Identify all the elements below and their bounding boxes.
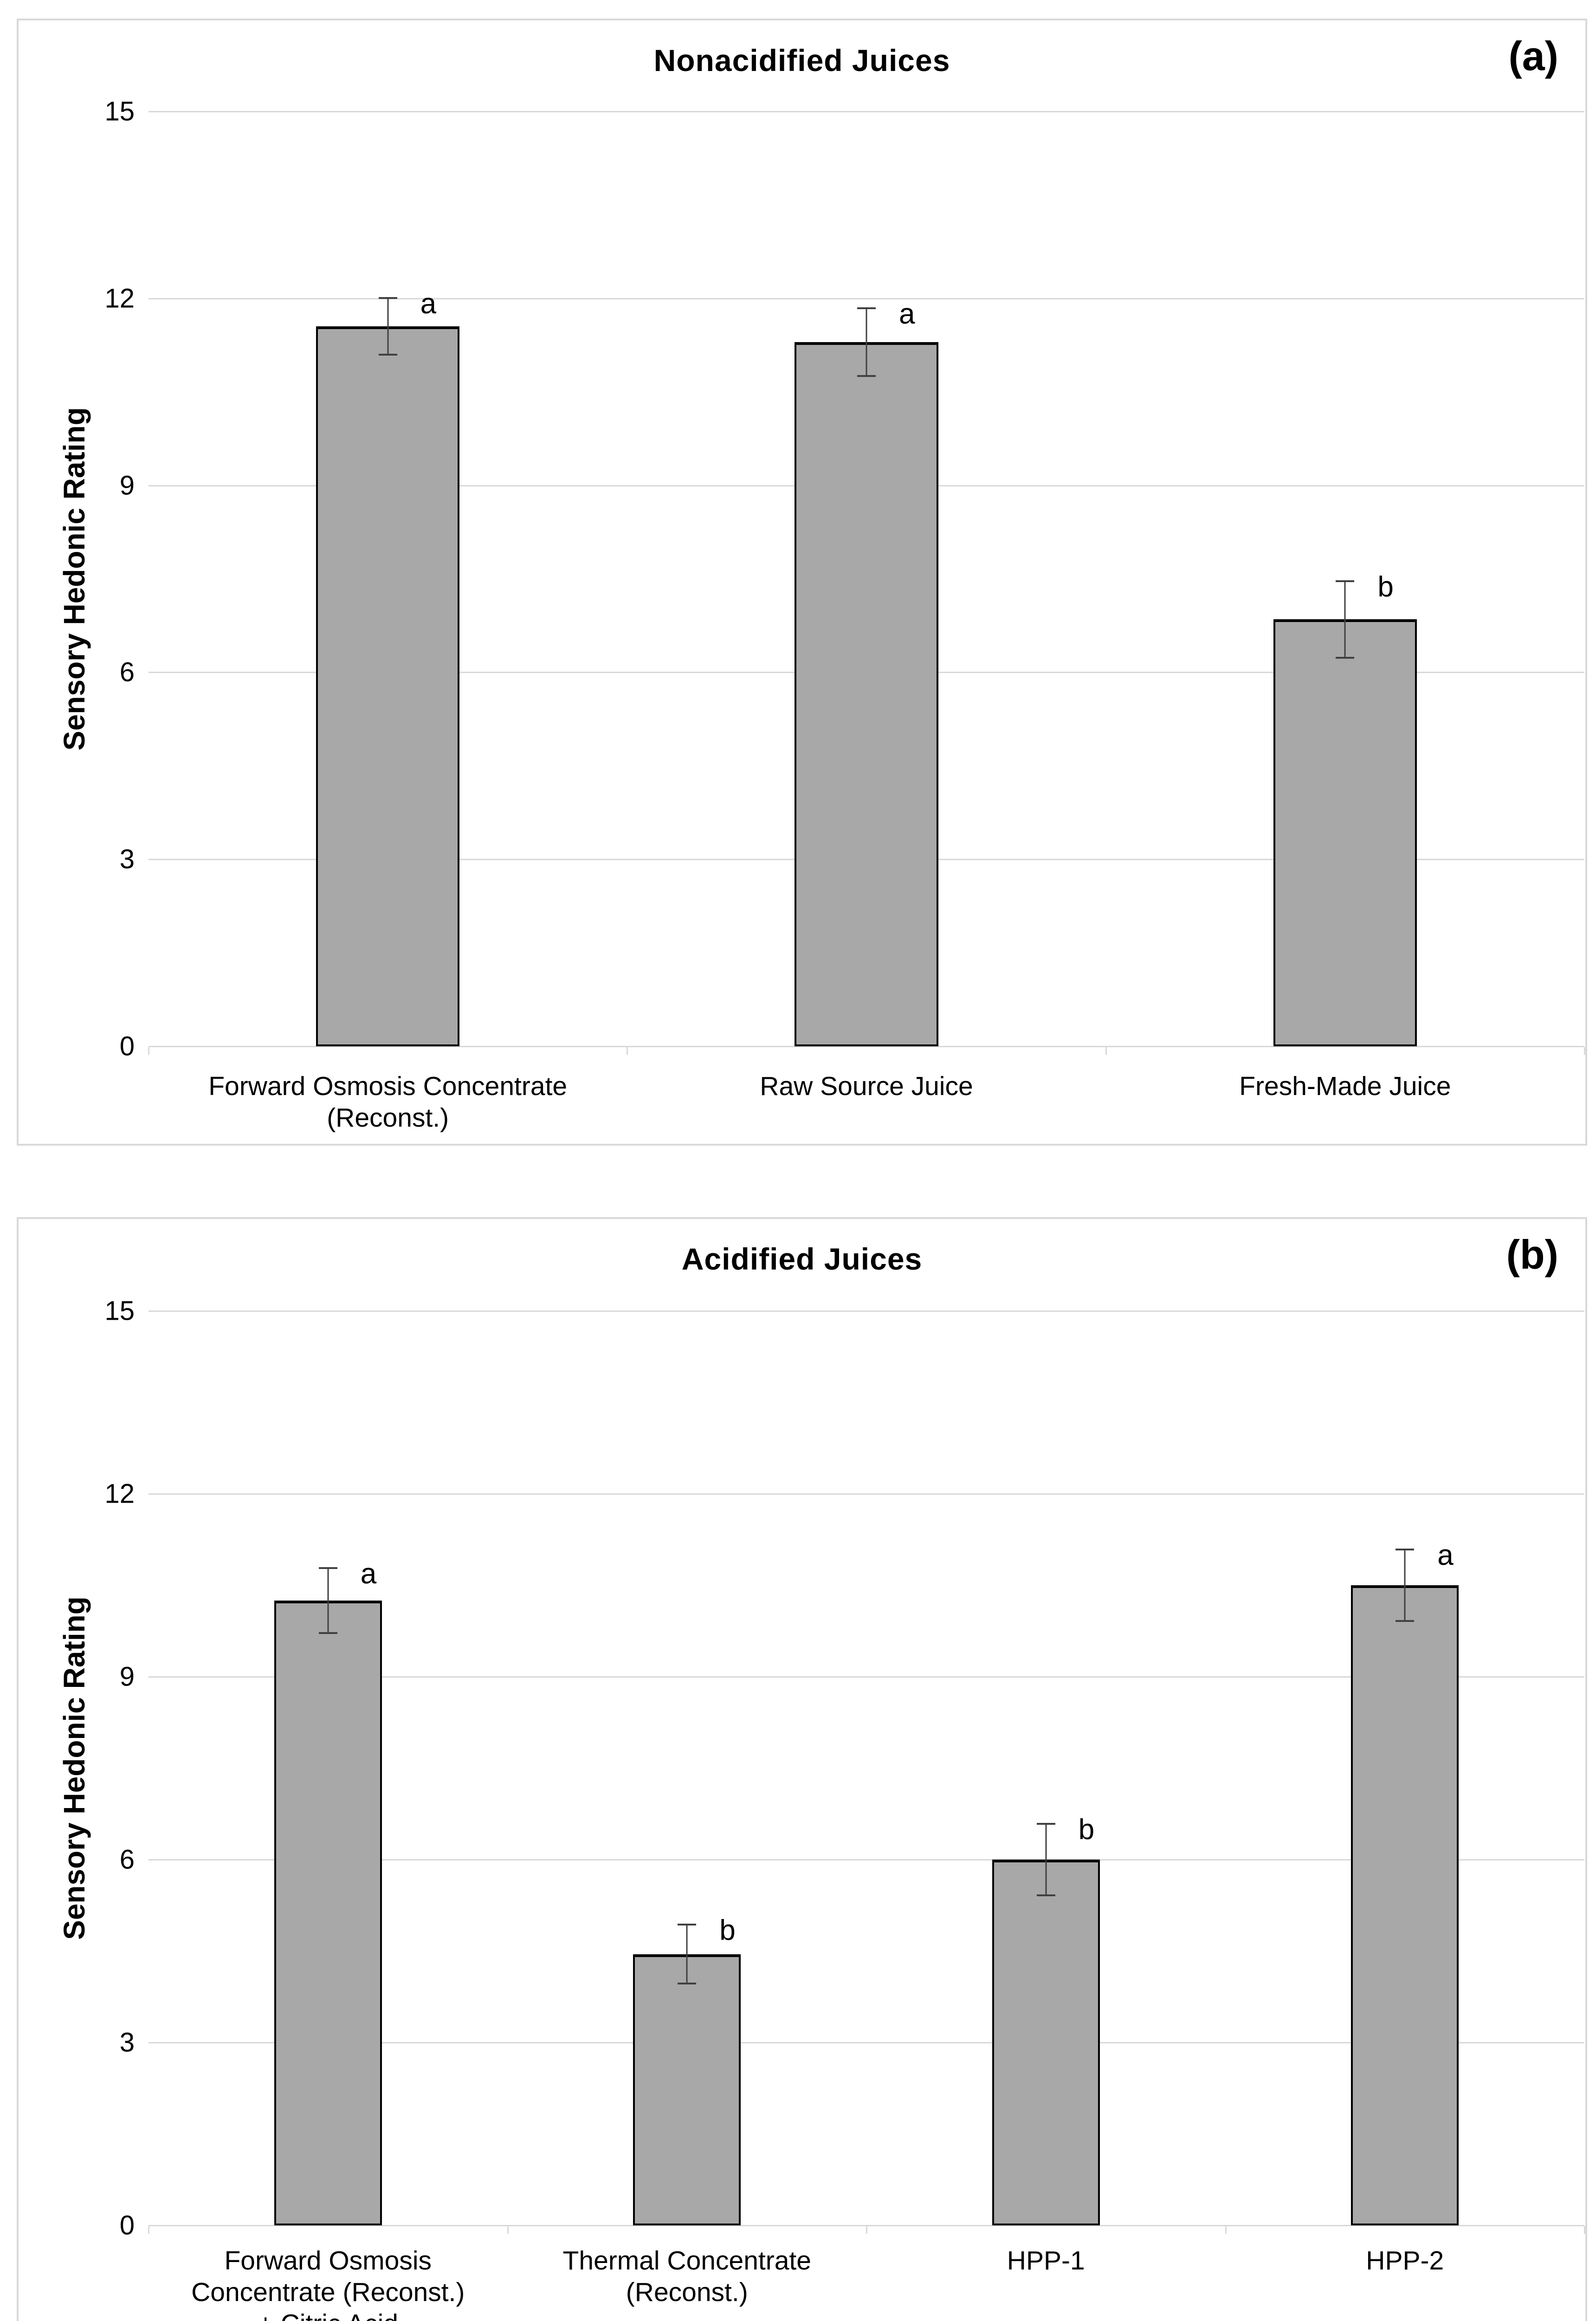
x-label-line: Raw Source Juice: [760, 1071, 973, 1101]
error-bar-cap-top: [378, 297, 397, 299]
bar-a1: [316, 326, 460, 1046]
error-bar-b4: [1396, 1549, 1415, 1622]
x-axis-boundary-tick: [507, 2226, 509, 2234]
error-bar-b2: [678, 1923, 697, 1985]
x-label-line: HPP-1: [1007, 2246, 1085, 2276]
error-bar-cap-top: [1396, 1549, 1415, 1551]
x-label-line: Forward Osmosis Concentrate: [208, 1071, 568, 1101]
x-label-a2: Raw Source Juice: [627, 1070, 1105, 1102]
bar-a2: [795, 342, 938, 1046]
sig-letter-b4: a: [1437, 1539, 1454, 1572]
error-bar-cap-bottom: [1396, 1620, 1415, 1622]
x-axis-boundary-tick: [627, 1047, 628, 1055]
error-bar-stem: [387, 297, 389, 356]
x-label-line: (Reconst.): [626, 2277, 748, 2307]
error-bar-b1: [318, 1567, 337, 1634]
error-bar-cap-bottom: [678, 1983, 697, 1985]
x-axis-boundary-tick: [1584, 2226, 1585, 2234]
error-bar-b3: [1036, 1823, 1055, 1896]
gridline-y15: [149, 111, 1584, 112]
error-bar-cap-top: [678, 1923, 697, 1926]
y-tick-label-12: 12: [104, 1478, 135, 1509]
y-axis-title: Sensory Hedonic Rating: [58, 407, 91, 751]
x-label-line: (Reconst.): [327, 1103, 449, 1133]
error-bar-a2: [857, 307, 876, 377]
x-axis-boundary-tick: [866, 2226, 867, 2234]
sig-letter-b1: a: [360, 1557, 377, 1590]
panel-tag: (b): [1506, 1232, 1558, 1277]
error-bar-cap-top: [857, 307, 876, 309]
x-label-b3: HPP-1: [866, 2245, 1226, 2276]
gridline-y0: [149, 1046, 1584, 1047]
error-bar-cap-bottom: [1036, 1894, 1055, 1896]
error-bar-stem: [866, 307, 867, 377]
error-bar-stem: [1045, 1823, 1047, 1896]
error-bar-stem: [686, 1923, 688, 1985]
x-axis-boundary-tick: [1584, 1047, 1585, 1055]
bar-b4: [1351, 1585, 1459, 2225]
y-tick-label-0: 0: [119, 1031, 135, 1062]
gridline-y3: [149, 2042, 1584, 2043]
x-label-line: Thermal Concentrate: [562, 2246, 811, 2276]
x-label-line: Fresh-Made Juice: [1239, 1071, 1451, 1101]
error-bar-stem: [1344, 580, 1346, 659]
x-axis-boundary-tick: [148, 1047, 149, 1055]
gridline-y15: [149, 1310, 1584, 1312]
y-tick-label-9: 9: [119, 470, 135, 501]
y-tick-label-3: 3: [119, 2027, 135, 2058]
x-label-line: HPP-2: [1366, 2246, 1444, 2276]
x-label-a3: Fresh-Made Juice: [1106, 1070, 1584, 1102]
x-axis-boundary-tick: [1225, 2226, 1227, 2234]
y-tick-label-0: 0: [119, 2210, 135, 2241]
error-bar-a1: [378, 297, 397, 356]
bar-a3: [1273, 619, 1417, 1046]
panel-b: Acidified Juices (b) Sensory Hedonic Ratin…: [17, 1217, 1587, 2321]
y-tick-label-12: 12: [104, 283, 135, 314]
error-bar-stem: [1404, 1549, 1406, 1622]
error-bar-a3: [1336, 580, 1355, 659]
y-axis-title: Sensory Hedonic Rating: [58, 1596, 91, 1940]
error-bar-cap-top: [1036, 1823, 1055, 1825]
gridline-y0: [149, 2225, 1584, 2226]
sig-letter-a3: b: [1377, 571, 1394, 603]
chart-title: Nonacidified Juices: [653, 43, 950, 78]
sig-letter-b3: b: [1078, 1814, 1095, 1846]
x-label-b2: Thermal Concentrate (Reconst.): [508, 2245, 867, 2308]
sig-letter-a1: a: [420, 288, 437, 320]
x-axis-boundary-tick: [148, 2226, 149, 2234]
chart-title: Acidified Juices: [681, 1242, 923, 1276]
x-axis-boundary-tick: [1105, 1047, 1107, 1055]
sig-letter-b2: b: [719, 1914, 736, 1946]
error-bar-cap-top: [1336, 580, 1355, 582]
sig-letter-a2: a: [899, 298, 915, 330]
gridline-y9: [149, 1676, 1584, 1678]
y-tick-label-6: 6: [119, 657, 135, 687]
error-bar-cap-bottom: [857, 375, 876, 377]
y-tick-label-6: 6: [119, 1844, 135, 1875]
panel-a: Nonacidified Juices (a) Sensory Hedonic Ra…: [17, 19, 1587, 1146]
gridline-y6: [149, 1859, 1584, 1861]
error-bar-cap-bottom: [318, 1632, 337, 1634]
y-tick-label-15: 15: [104, 96, 135, 127]
panel-tag: (a): [1508, 33, 1558, 79]
x-label-line: + Citric Acid: [149, 2308, 508, 2321]
error-bar-cap-top: [318, 1567, 337, 1569]
x-label-b4: HPP-2: [1226, 2245, 1585, 2276]
gridline-y12: [149, 1493, 1584, 1495]
y-tick-label-3: 3: [119, 844, 135, 875]
error-bar-cap-bottom: [378, 354, 397, 356]
bar-b2: [633, 1954, 741, 2225]
bar-b3: [992, 1860, 1100, 2225]
x-label-line: Concentrate (Reconst.): [191, 2277, 465, 2307]
bar-b1: [274, 1600, 382, 2225]
x-label-line: Forward Osmosis: [224, 2246, 432, 2276]
y-tick-label-9: 9: [119, 1661, 135, 1692]
y-tick-label-15: 15: [104, 1296, 135, 1326]
gridline-y12: [149, 298, 1584, 299]
x-label-a1: Forward Osmosis Concentrate (Reconst.): [149, 1070, 627, 1134]
error-bar-stem: [327, 1567, 329, 1634]
error-bar-cap-bottom: [1336, 656, 1355, 659]
